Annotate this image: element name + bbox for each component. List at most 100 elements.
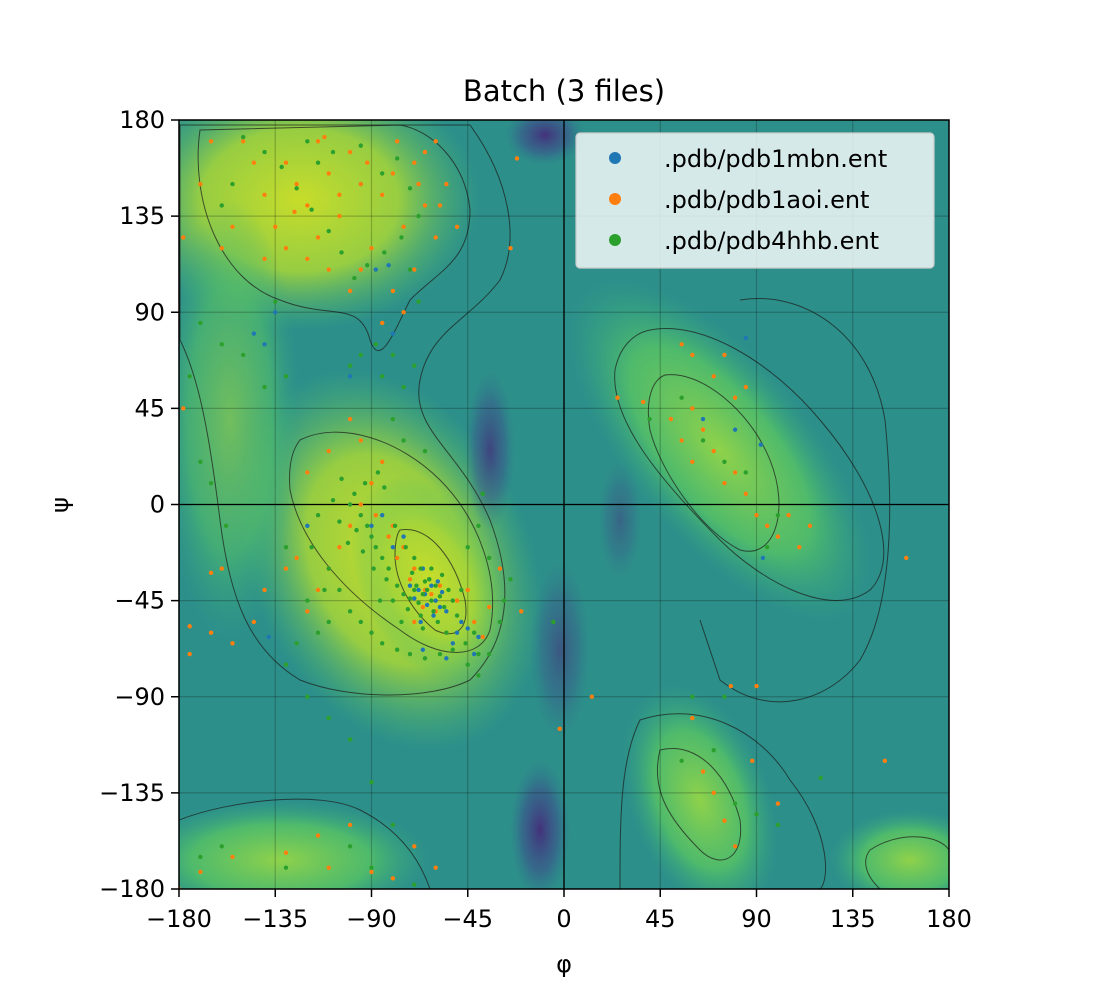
data-point (369, 523, 374, 529)
data-point (679, 438, 684, 443)
data-point (223, 523, 229, 529)
data-point (187, 624, 192, 629)
data-point (497, 619, 503, 625)
data-point (433, 865, 438, 870)
data-point (358, 352, 364, 358)
data-point (309, 545, 314, 550)
data-point (230, 641, 235, 646)
data-point (315, 512, 321, 518)
data-point (750, 758, 755, 764)
data-point (379, 374, 385, 379)
data-point (360, 549, 366, 554)
data-point (412, 267, 417, 272)
legend: .pdb/pdb1mbn.ent .pdb/pdb1aoi.ent .pdb/pdb… (575, 132, 935, 269)
data-point (416, 299, 421, 304)
x-tick-label: 135 (830, 905, 876, 933)
data-point (379, 192, 385, 197)
data-point (262, 192, 267, 197)
data-point (262, 149, 267, 155)
data-point (465, 545, 470, 550)
data-point (807, 523, 813, 529)
data-point (279, 164, 284, 170)
data-point (187, 651, 192, 657)
data-point (412, 596, 417, 601)
data-point (373, 512, 378, 518)
data-point (775, 822, 781, 828)
data-point (700, 427, 706, 432)
data-point (700, 769, 706, 774)
data-point (463, 641, 468, 646)
data-point (754, 812, 759, 817)
data-point (379, 555, 385, 561)
data-point (429, 566, 434, 571)
data-point (465, 662, 470, 667)
data-point (711, 448, 716, 454)
data-point (420, 626, 426, 631)
data-point (369, 480, 374, 486)
data-point (379, 320, 385, 326)
data-point (365, 523, 370, 529)
data-point (439, 589, 445, 595)
data-point (418, 566, 423, 571)
data-point (497, 566, 503, 571)
data-point (743, 384, 749, 390)
legend-label: .pdb/pdb1aoi.ent (664, 186, 869, 214)
data-point (882, 758, 888, 764)
data-point (465, 626, 470, 631)
data-point (437, 604, 443, 610)
data-point (358, 502, 364, 507)
data-point (373, 267, 378, 272)
data-point (208, 480, 214, 486)
data-point (401, 592, 406, 597)
data-point (412, 619, 417, 625)
data-point (764, 545, 770, 550)
data-point (240, 134, 246, 140)
data-point (283, 850, 289, 855)
y-tick-label: −180 (99, 875, 165, 903)
data-point (251, 160, 257, 165)
data-point (337, 213, 342, 219)
data-point (401, 534, 406, 539)
data-point (375, 470, 381, 475)
data-point (486, 604, 492, 610)
data-point (407, 267, 413, 272)
data-point (390, 876, 396, 881)
data-point (412, 587, 417, 593)
chart-title: Batch (3 files) (463, 74, 665, 108)
data-point (315, 630, 321, 635)
data-point (420, 647, 426, 652)
data-point (369, 779, 374, 785)
data-point (668, 416, 674, 422)
data-point (764, 523, 770, 529)
x-tick-label: −180 (146, 905, 212, 933)
data-point (315, 160, 321, 165)
legend-label: .pdb/pdb4hhb.ent (664, 227, 879, 255)
data-point (294, 641, 299, 646)
data-point (369, 865, 374, 870)
data-point (219, 203, 224, 208)
data-point (435, 619, 441, 625)
data-point (412, 555, 417, 561)
data-point (439, 572, 445, 578)
data-point (315, 587, 321, 593)
data-point (315, 833, 321, 838)
data-point (326, 715, 331, 721)
data-point (743, 491, 749, 497)
data-point (369, 534, 374, 539)
data-point (365, 263, 370, 268)
data-point (315, 235, 321, 240)
data-point (347, 737, 353, 742)
data-point (283, 374, 289, 379)
series-2-points (179, 134, 909, 889)
y-tick-label: −135 (99, 779, 165, 807)
data-point (219, 342, 224, 347)
data-point (283, 566, 289, 571)
data-point (240, 139, 246, 144)
y-axis-ticks: −180 −135 −90 −45 0 45 90 135 180 (99, 106, 179, 903)
data-point (347, 609, 353, 614)
data-point (326, 171, 331, 176)
data-point (198, 869, 203, 875)
data-point (384, 577, 389, 582)
y-tick-label: 180 (119, 106, 165, 134)
data-point (818, 775, 823, 781)
